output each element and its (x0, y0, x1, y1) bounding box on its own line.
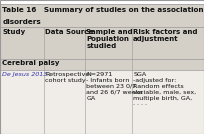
Text: Sample and
Population
studied: Sample and Population studied (86, 29, 133, 49)
Bar (0, 27, 204, 59)
Text: disorders: disorders (2, 19, 41, 25)
Bar (0, 59, 204, 70)
Bar (0, 4, 204, 27)
Text: Table 16   Summary of studies on the association between d: Table 16 Summary of studies on the assoc… (2, 7, 204, 13)
Text: De Jesus 2013: De Jesus 2013 (2, 72, 48, 77)
Bar (0, 70, 204, 134)
Text: Cerebral palsy: Cerebral palsy (2, 60, 60, 66)
Text: Study: Study (2, 29, 26, 36)
Text: Data Source: Data Source (45, 29, 94, 36)
Text: SGA
-adjusted for:
Random effects
variable, male, sex,
multiple birth, GA,
. . .: SGA -adjusted for: Random effects variab… (133, 72, 196, 106)
Text: Risk factors and
adjustment: Risk factors and adjustment (133, 29, 198, 42)
Text: Retrospective
cohort study: Retrospective cohort study (45, 72, 90, 83)
Text: N=2971
- Infants born
between 23 0/7
and 26 6/7 weeks
GA: N=2971 - Infants born between 23 0/7 and… (86, 72, 143, 100)
